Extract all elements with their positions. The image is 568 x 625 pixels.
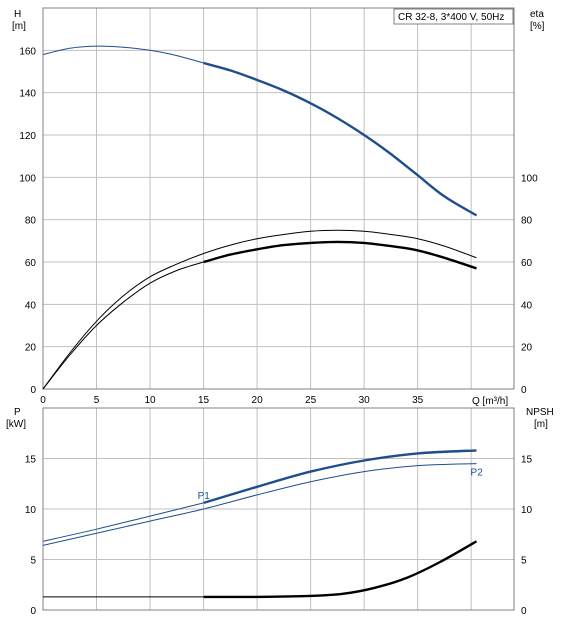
bottom-left-tick-label: 15 (25, 455, 37, 466)
top-left-tick-label: 40 (25, 300, 37, 311)
x-tick-label: 30 (359, 395, 371, 406)
bottom-series-line-1 (203, 449, 477, 505)
top-right-tick-label: 100 (521, 173, 538, 184)
bottom-grid (43, 408, 514, 610)
top-right-tick-label: 80 (521, 216, 533, 227)
top-series-line-0 (42, 45, 204, 64)
top-right-axis-label-line1: eta (530, 9, 544, 20)
bottom-series-line-4 (203, 540, 478, 599)
top-panel: 0 20 40 60 80 100 120 140 160 0 20 40 60 80 100 0 5 10 15 2… (12, 7, 545, 407)
bottom-series-group: P1 P2 (42, 449, 484, 599)
bottom-left-axis-label-line2: [kW] (6, 419, 26, 430)
top-series-line-4 (203, 240, 477, 270)
top-right-tick-label: 20 (521, 343, 533, 354)
top-left-axis-label-line2: [m] (12, 21, 26, 32)
x-tick-label: 5 (94, 395, 100, 406)
title-box (393, 8, 514, 25)
top-series-line-3 (42, 261, 204, 390)
bottom-right-tick-label: 5 (521, 556, 527, 567)
bottom-panel: P1 P2 0 5 10 15 0 5 10 15 P [kW] NPSH [m] (6, 407, 554, 617)
top-left-tick-label: 0 (30, 385, 36, 396)
top-right-axis-label-line2: [%] (530, 21, 545, 32)
bottom-left-tick-label: 0 (30, 606, 36, 617)
bottom-plot-frame (42, 407, 515, 611)
x-tick-label: 10 (144, 395, 156, 406)
bottom-left-tick-label: 10 (25, 505, 37, 516)
bottom-left-tick-label: 5 (30, 556, 36, 567)
top-plot-frame (42, 7, 515, 390)
top-left-tick-label: 60 (25, 258, 37, 269)
top-grid (43, 8, 514, 389)
x-tick-label: 35 (412, 395, 424, 406)
bottom-right-tick-label: 0 (521, 606, 527, 617)
bottom-tick-labels: 0 5 10 15 0 5 10 15 (25, 455, 533, 618)
top-x-axis-label: Q [m³/h] (472, 396, 508, 407)
top-series-line-2 (42, 229, 477, 390)
top-tick-labels: 0 20 40 60 80 100 120 140 160 0 20 40 60 80 100 0 5 10 15 2… (19, 46, 538, 406)
bottom-series-line-0 (42, 502, 204, 542)
series-label-p1: P1 (198, 491, 211, 502)
top-left-tick-label: 160 (19, 46, 36, 57)
bottom-left-axis-label-line1: P (14, 407, 21, 418)
chart-title: CR 32-8, 3*400 V, 50Hz (398, 12, 504, 23)
top-right-tick-label: 60 (521, 258, 533, 269)
bottom-right-tick-label: 15 (521, 455, 533, 466)
top-right-tick-label: 40 (521, 300, 533, 311)
top-left-tick-label: 100 (19, 173, 36, 184)
top-left-tick-label: 80 (25, 216, 37, 227)
bottom-series-line-2 (42, 463, 477, 546)
x-tick-label: 20 (252, 395, 264, 406)
top-left-tick-label: 20 (25, 343, 37, 354)
x-tick-label: 0 (40, 395, 46, 406)
bottom-right-axis-label-line1: NPSH (526, 407, 554, 418)
x-tick-label: 25 (305, 395, 317, 406)
top-series-group (42, 45, 478, 390)
x-tick-label: 15 (198, 395, 210, 406)
top-right-tick-label: 0 (521, 385, 527, 396)
bottom-right-axis-label-line2: [m] (534, 419, 548, 430)
top-left-tick-label: 140 (19, 89, 36, 100)
top-left-axis-label-line1: H (14, 9, 21, 20)
bottom-right-tick-label: 10 (521, 505, 533, 516)
series-label-p2: P2 (471, 468, 484, 479)
top-left-tick-label: 120 (19, 131, 36, 142)
top-series-line-1 (203, 61, 478, 217)
